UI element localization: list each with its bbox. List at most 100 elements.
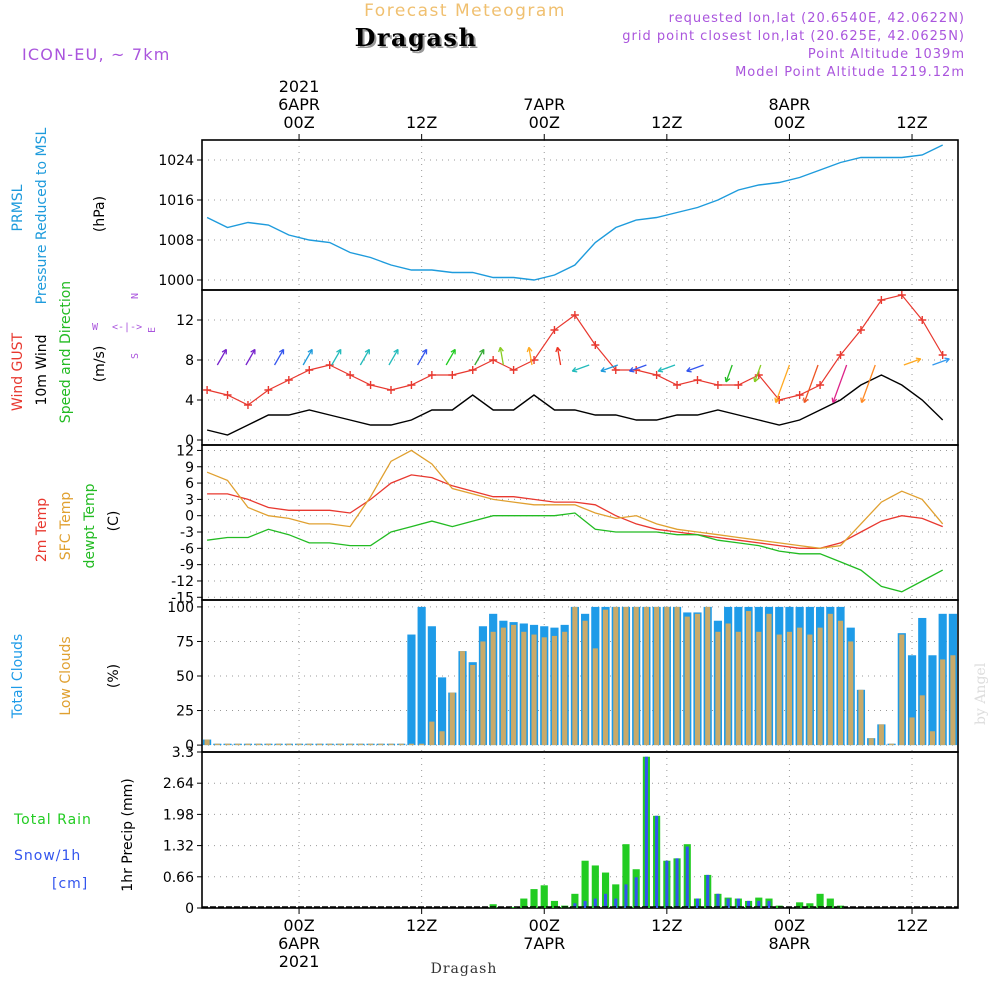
low-cloud-bar xyxy=(797,627,803,746)
gust-point xyxy=(795,391,804,399)
chart-plot-area: 100010081016102404812-15-12-9-6-30369120… xyxy=(158,77,959,971)
dewpt-line xyxy=(207,512,944,593)
cm-label: [cm] xyxy=(52,876,88,892)
gust-point xyxy=(264,386,273,394)
temp-ytick-label: 6 xyxy=(185,476,194,492)
wind-arrow xyxy=(445,349,456,366)
cloud-bars xyxy=(203,606,957,746)
bottom-hour-label: 00Z xyxy=(283,916,314,935)
wind-panel: 0 4 8 12 xyxy=(176,289,959,449)
low-cloud-bar xyxy=(551,635,558,746)
wind-arrow xyxy=(331,349,342,366)
bottom-hour-label: 12Z xyxy=(406,916,437,935)
wind-arrow xyxy=(528,347,533,366)
low-cloud-bar xyxy=(950,655,956,746)
dewpt-label: dewpt Temp xyxy=(82,483,98,568)
wind-arrow xyxy=(388,349,399,366)
gust-point xyxy=(427,371,436,379)
precip-ytick-label: 2.64 xyxy=(163,776,194,792)
wind-arrow-head xyxy=(498,346,504,353)
rain-bar xyxy=(601,872,610,908)
snow-bar xyxy=(747,900,751,908)
low-cloud-bar xyxy=(459,651,466,746)
rain-bar xyxy=(581,860,589,908)
wind-ytick-label: 0 xyxy=(185,433,194,449)
gust-point xyxy=(325,361,334,369)
wind-arrow-head xyxy=(479,348,485,355)
low-cloud-bar xyxy=(613,606,619,746)
low-cloud-bar xyxy=(817,627,823,746)
low-cloud-bar xyxy=(694,613,701,746)
wind-arrow-head xyxy=(724,376,731,383)
rain-bar xyxy=(550,900,559,908)
wind-arrow xyxy=(775,364,791,403)
low-cloud-bar xyxy=(746,611,752,746)
pressure-unit: (hPa) xyxy=(92,196,108,232)
snow-label: Snow/1h xyxy=(14,848,81,864)
low-cloud-bar xyxy=(786,631,792,746)
footer-location: Dragash xyxy=(431,961,498,977)
gust-point xyxy=(938,351,947,359)
low-cloud-bar xyxy=(562,631,568,746)
low-cloud-bar xyxy=(531,634,537,746)
wind-arrow xyxy=(572,364,590,372)
gust-point xyxy=(652,371,661,379)
gust-point xyxy=(305,366,314,374)
gust-point xyxy=(673,381,682,389)
clouds-unit: (%) xyxy=(106,664,122,688)
pressure-ytick-label: 1000 xyxy=(158,273,194,289)
gust-point xyxy=(284,376,293,384)
low-cloud-bar xyxy=(705,606,711,746)
top-year-label: 2021 xyxy=(279,77,320,96)
wind-frame xyxy=(201,289,959,446)
rain-bar xyxy=(510,907,518,908)
temp-frame xyxy=(201,444,959,601)
model-label: ICON-EU, ~ 7km xyxy=(22,45,171,64)
temp-ytick-label: -3 xyxy=(180,525,194,541)
wind-arrow xyxy=(686,364,704,372)
wind-arrow xyxy=(245,349,256,366)
snow-bar xyxy=(634,877,638,908)
bottom-hour-label: 12Z xyxy=(651,916,682,935)
wind-arrow xyxy=(216,349,227,366)
snow-bar xyxy=(695,898,700,908)
top-date-label: 8APR xyxy=(768,95,810,114)
sfc-temp-line xyxy=(206,449,944,549)
watermark: by Angel xyxy=(973,662,989,725)
low-cloud-bar xyxy=(327,743,333,746)
gust-point xyxy=(734,381,743,389)
rain-bar xyxy=(489,904,497,908)
wind-arrow-head xyxy=(307,348,313,355)
low-cloud-bar xyxy=(766,613,772,746)
wind-arrow xyxy=(499,347,505,366)
gust-markers xyxy=(203,291,947,409)
low-cloud-bar xyxy=(837,620,844,746)
temp2m-line xyxy=(207,474,943,549)
total-cloud-bar xyxy=(437,677,447,746)
gust-point xyxy=(856,326,865,334)
snow-bar xyxy=(726,898,730,908)
wind-arrow xyxy=(832,364,848,403)
total-cloud-bar xyxy=(918,617,927,746)
low-cloud-bar xyxy=(735,631,741,746)
wind-arrow-head xyxy=(629,366,635,373)
low-cloud-bar xyxy=(929,731,936,746)
rain-bar xyxy=(530,889,538,908)
temp-ytick-label: -9 xyxy=(180,558,194,574)
low-cloud-bar xyxy=(909,717,915,746)
rain-bar xyxy=(826,898,834,908)
low-cloud-bar xyxy=(919,695,925,746)
low-cloud-bar xyxy=(899,634,905,746)
rain-bar xyxy=(520,898,528,908)
clouds-ytick-label: 0 xyxy=(185,738,194,754)
pressure-label-2: Pressure Reduced to MSL xyxy=(34,127,50,304)
snow-bar xyxy=(757,900,761,908)
pressure-label-1: PRMSL xyxy=(10,184,26,231)
low-cloud-bar xyxy=(940,659,946,746)
low-cloud-bar xyxy=(889,743,895,746)
low-cloud-bar xyxy=(858,689,864,746)
wind-arrow-head xyxy=(393,348,399,355)
wind-arrow-head xyxy=(526,346,533,353)
snow-bar xyxy=(583,900,587,908)
